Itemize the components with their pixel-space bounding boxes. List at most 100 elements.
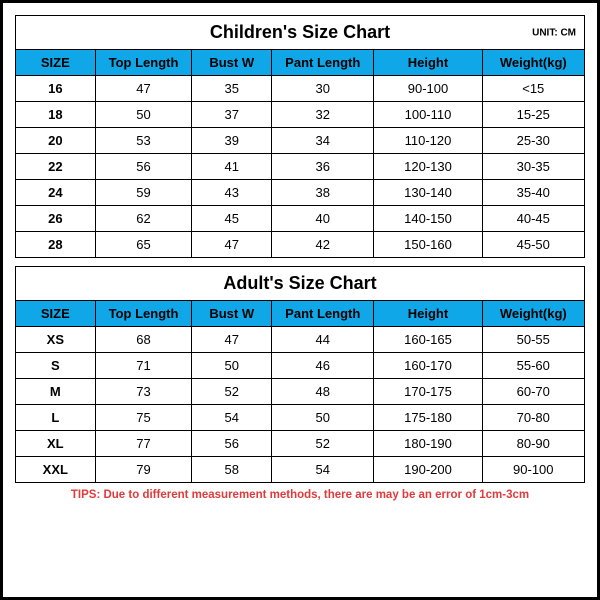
children-cell: 20 — [16, 128, 96, 154]
children-cell: 22 — [16, 154, 96, 180]
children-row: 20533934110-12025-30 — [16, 128, 585, 154]
children-cell: 50 — [95, 102, 192, 128]
adult-chart-title-row: Adult's Size Chart — [15, 266, 585, 300]
adult-cell: 160-170 — [374, 353, 482, 379]
children-cell: 18 — [16, 102, 96, 128]
children-cell: 35-40 — [482, 180, 584, 206]
adult-cell: 48 — [272, 379, 374, 405]
children-header-cell: SIZE — [16, 50, 96, 76]
adult-cell: 180-190 — [374, 431, 482, 457]
adult-cell: 52 — [192, 379, 272, 405]
children-row: 24594338130-14035-40 — [16, 180, 585, 206]
adult-cell: 56 — [192, 431, 272, 457]
adult-size-chart: Adult's Size Chart SIZETop LengthBust WP… — [15, 266, 585, 483]
children-cell: 15-25 — [482, 102, 584, 128]
adult-row: XS684744160-16550-55 — [16, 327, 585, 353]
children-row: 22564136120-13030-35 — [16, 154, 585, 180]
adult-cell: 55-60 — [482, 353, 584, 379]
children-row: 28654742150-16045-50 — [16, 232, 585, 258]
adult-header-cell: Height — [374, 301, 482, 327]
children-cell: 140-150 — [374, 206, 482, 232]
adult-cell: 80-90 — [482, 431, 584, 457]
children-cell: 34 — [272, 128, 374, 154]
adult-cell: 47 — [192, 327, 272, 353]
children-cell: 42 — [272, 232, 374, 258]
children-cell: 47 — [192, 232, 272, 258]
children-cell: 90-100 — [374, 76, 482, 102]
adult-row: S715046160-17055-60 — [16, 353, 585, 379]
adult-cell: 90-100 — [482, 457, 584, 483]
adult-cell: 77 — [95, 431, 192, 457]
children-cell: 37 — [192, 102, 272, 128]
size-chart-container: Children's Size Chart UNIT: CM SIZETop L… — [0, 0, 600, 600]
adult-cell: XS — [16, 327, 96, 353]
children-cell: 59 — [95, 180, 192, 206]
adult-cell: S — [16, 353, 96, 379]
adult-cell: 52 — [272, 431, 374, 457]
adult-cell: XL — [16, 431, 96, 457]
children-cell: 30 — [272, 76, 374, 102]
children-chart-title-row: Children's Size Chart UNIT: CM — [15, 15, 585, 49]
children-cell: 30-35 — [482, 154, 584, 180]
children-cell: 39 — [192, 128, 272, 154]
children-cell: 24 — [16, 180, 96, 206]
adult-header-row: SIZETop LengthBust WPant LengthHeightWei… — [16, 301, 585, 327]
children-cell: 16 — [16, 76, 96, 102]
adult-cell: XXL — [16, 457, 96, 483]
children-cell: 110-120 — [374, 128, 482, 154]
children-size-chart: Children's Size Chart UNIT: CM SIZETop L… — [15, 15, 585, 258]
children-cell: 130-140 — [374, 180, 482, 206]
children-cell: 120-130 — [374, 154, 482, 180]
adult-cell: 175-180 — [374, 405, 482, 431]
adult-cell: 54 — [192, 405, 272, 431]
adult-cell: 68 — [95, 327, 192, 353]
children-cell: 35 — [192, 76, 272, 102]
adult-cell: 73 — [95, 379, 192, 405]
adult-cell: 60-70 — [482, 379, 584, 405]
adult-header-cell: Weight(kg) — [482, 301, 584, 327]
children-cell: 36 — [272, 154, 374, 180]
adult-body: XS684744160-16550-55S715046160-17055-60M… — [16, 327, 585, 483]
children-header-cell: Weight(kg) — [482, 50, 584, 76]
adult-header-cell: Top Length — [95, 301, 192, 327]
adult-cell: 79 — [95, 457, 192, 483]
children-cell: 53 — [95, 128, 192, 154]
adult-cell: 50 — [192, 353, 272, 379]
adult-chart-title: Adult's Size Chart — [223, 273, 376, 293]
adult-cell: 190-200 — [374, 457, 482, 483]
children-cell: 150-160 — [374, 232, 482, 258]
adult-header-cell: SIZE — [16, 301, 96, 327]
children-row: 1647353090-100<15 — [16, 76, 585, 102]
children-row: 18503732100-11015-25 — [16, 102, 585, 128]
children-cell: 43 — [192, 180, 272, 206]
children-table: SIZETop LengthBust WPant LengthHeightWei… — [15, 49, 585, 258]
children-header-cell: Pant Length — [272, 50, 374, 76]
children-header-cell: Top Length — [95, 50, 192, 76]
adult-row: XXL795854190-20090-100 — [16, 457, 585, 483]
tips-text: TIPS: Due to different measurement metho… — [15, 489, 585, 501]
children-cell: 38 — [272, 180, 374, 206]
adult-cell: 50-55 — [482, 327, 584, 353]
adult-cell: L — [16, 405, 96, 431]
adult-cell: 54 — [272, 457, 374, 483]
children-cell: 45-50 — [482, 232, 584, 258]
adult-row: XL775652180-19080-90 — [16, 431, 585, 457]
children-body: 1647353090-100<1518503732100-11015-25205… — [16, 76, 585, 258]
children-cell: 62 — [95, 206, 192, 232]
adult-cell: 50 — [272, 405, 374, 431]
adult-row: M735248170-17560-70 — [16, 379, 585, 405]
adult-cell: 44 — [272, 327, 374, 353]
children-cell: 26 — [16, 206, 96, 232]
adult-cell: 46 — [272, 353, 374, 379]
adult-cell: 75 — [95, 405, 192, 431]
children-chart-title: Children's Size Chart — [210, 22, 390, 42]
children-cell: 25-30 — [482, 128, 584, 154]
children-row: 26624540140-15040-45 — [16, 206, 585, 232]
children-header-cell: Bust W — [192, 50, 272, 76]
adult-table: SIZETop LengthBust WPant LengthHeightWei… — [15, 300, 585, 483]
adult-cell: 170-175 — [374, 379, 482, 405]
adult-header-cell: Pant Length — [272, 301, 374, 327]
children-cell: 41 — [192, 154, 272, 180]
children-cell: 28 — [16, 232, 96, 258]
children-cell: 100-110 — [374, 102, 482, 128]
